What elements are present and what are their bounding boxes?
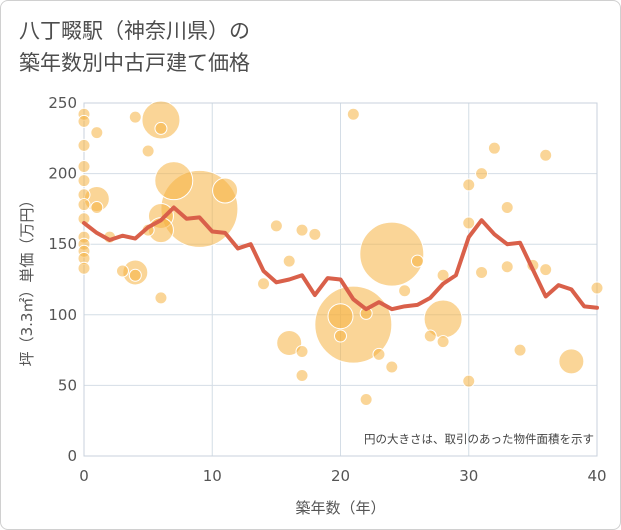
bubble-point [423,329,437,343]
bubble-point [154,121,168,135]
bubble-point [295,369,309,383]
bubble-point [282,254,296,268]
bubble-point [295,223,309,237]
chart-title-line-1: 八丁畷駅（神奈川県）の [19,19,250,43]
bubble-point [558,348,585,375]
bubble-point [212,177,239,204]
bubble-point [462,374,476,388]
bubble-point [90,200,104,214]
bubble-point [487,141,501,155]
y-tick-label: 250 [48,94,77,112]
bubble-point [462,178,476,192]
bubble-point [154,161,194,201]
bubble-point [500,200,514,214]
y-tick-label: 0 [67,447,77,465]
x-axis-ticks: 0 10 20 30 40 [79,467,606,485]
bubble-point [539,263,553,277]
average-price-line [82,205,599,312]
bubble-point [77,261,91,275]
x-axis-label: 築年数（年） [295,499,385,517]
bubble-point [513,343,527,357]
bubble-point [77,198,91,212]
bubble-point [398,284,412,298]
bubble-point [115,264,129,278]
bubble-point [141,100,181,140]
y-tick-label: 100 [48,306,77,324]
bubble-point [257,277,271,291]
bubble-point [385,360,399,374]
x-tick-label: 0 [79,467,89,485]
y-axis-label: 坪（3.3㎡）単価（万円） [18,193,36,367]
plot-area-border [83,102,598,457]
x-tick-label: 40 [587,467,606,485]
bubble-series [77,100,604,407]
bubble-point [462,216,476,230]
bubble-point [436,335,450,349]
bubble-point [359,393,373,407]
y-tick-label: 50 [58,376,77,394]
y-tick-label: 150 [48,235,77,253]
x-tick-label: 20 [331,467,350,485]
bubble-point [475,167,489,181]
bubble-point [475,265,489,279]
bubble-point [334,329,347,343]
bubble-point [436,268,450,282]
bubble-point [154,291,168,305]
bubble-point [308,227,322,241]
bubble-size-note: 円の大きさは、取引のあった物件面積を示す [364,432,594,446]
bubble-point [90,126,104,140]
bubble-point [359,221,425,287]
bubble-point [410,254,424,268]
bubble-point [372,347,386,361]
bubble-point [128,110,142,124]
x-tick-label: 30 [459,467,478,485]
x-tick-label: 10 [203,467,222,485]
bubble-point [128,268,142,282]
bubble-point [295,345,309,359]
y-axis-ticks: 0 50 100 150 200 250 [48,94,77,465]
bubble-point [346,107,360,121]
trend-line [82,205,599,312]
chart-title-line-2: 築年数別中古戸建て価格 [19,51,250,75]
bubble-point [327,303,354,330]
bubble-point [500,260,514,274]
bubble-point [269,219,283,233]
bubble-point [590,281,604,295]
y-tick-label: 200 [48,165,77,183]
bubble-point [77,114,91,128]
bubble-point [141,144,155,158]
bubble-point [77,160,91,174]
bubble-point [539,148,553,162]
chart-title: 八丁畷駅（神奈川県）の 築年数別中古戸建て価格 [19,15,250,79]
bubble-point [77,138,91,152]
bubble-point [276,330,303,357]
bubble-point [77,174,91,188]
